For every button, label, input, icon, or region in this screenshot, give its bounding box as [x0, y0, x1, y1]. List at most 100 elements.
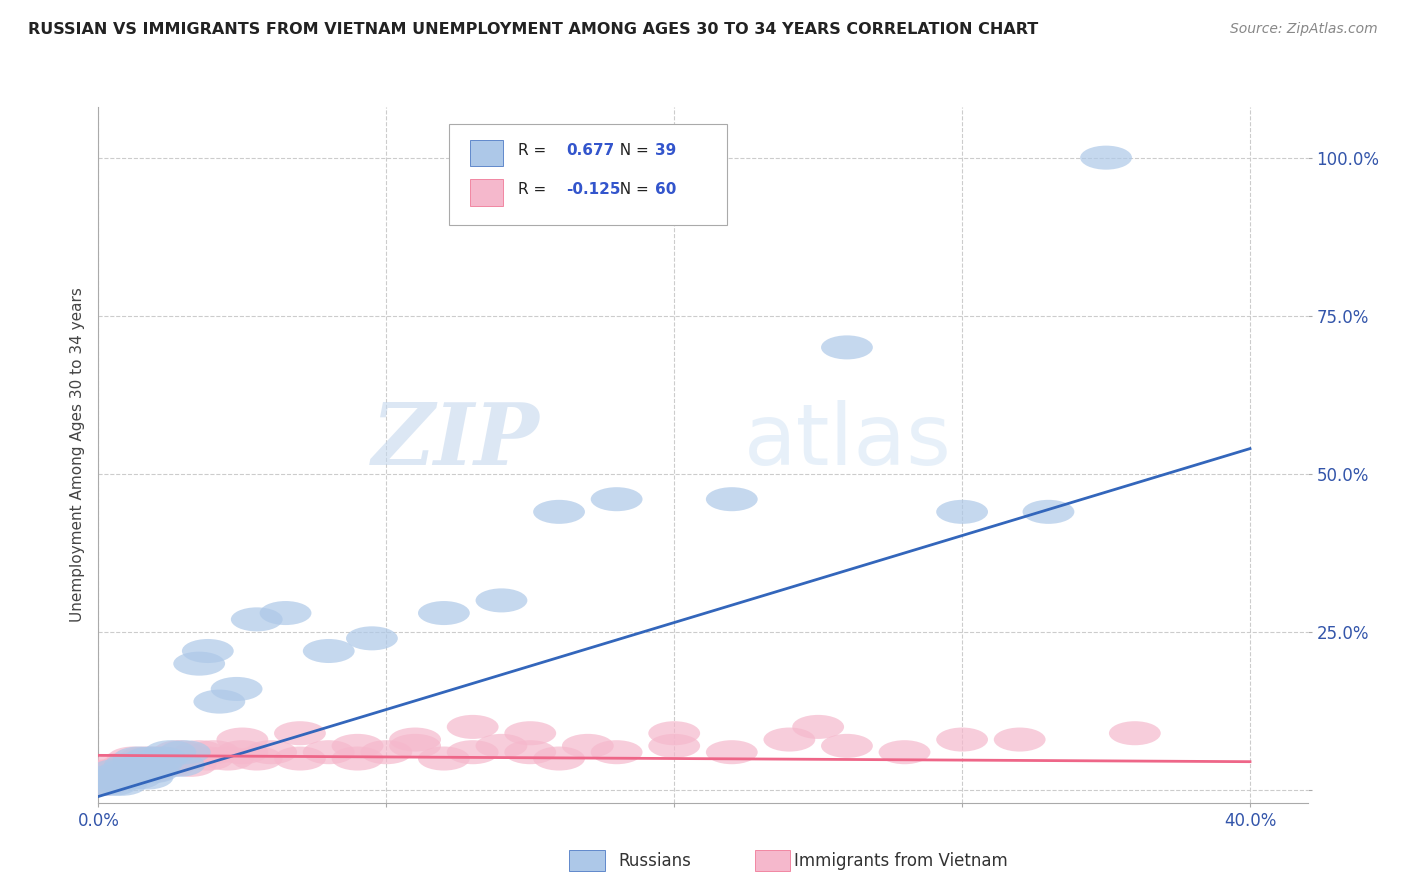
Text: N =: N =	[610, 182, 654, 196]
FancyBboxPatch shape	[470, 179, 503, 206]
Ellipse shape	[124, 759, 176, 783]
Ellipse shape	[648, 734, 700, 758]
Ellipse shape	[260, 601, 312, 625]
Text: N =: N =	[610, 143, 654, 158]
Ellipse shape	[145, 753, 197, 777]
Ellipse shape	[124, 747, 176, 771]
Ellipse shape	[231, 747, 283, 771]
Ellipse shape	[110, 765, 162, 789]
Ellipse shape	[93, 753, 145, 777]
Text: Source: ZipAtlas.com: Source: ZipAtlas.com	[1230, 22, 1378, 37]
Text: -0.125: -0.125	[567, 182, 621, 196]
Ellipse shape	[96, 759, 148, 783]
Ellipse shape	[87, 759, 139, 783]
Ellipse shape	[533, 747, 585, 771]
Ellipse shape	[936, 500, 988, 524]
Ellipse shape	[1080, 145, 1132, 169]
FancyBboxPatch shape	[449, 124, 727, 226]
Ellipse shape	[121, 765, 173, 789]
Ellipse shape	[173, 652, 225, 675]
Ellipse shape	[505, 740, 557, 764]
Ellipse shape	[217, 740, 269, 764]
Ellipse shape	[112, 747, 165, 771]
Ellipse shape	[131, 753, 181, 777]
Ellipse shape	[389, 734, 441, 758]
Ellipse shape	[591, 487, 643, 511]
Ellipse shape	[121, 753, 173, 777]
Ellipse shape	[346, 626, 398, 650]
Ellipse shape	[194, 690, 245, 714]
Ellipse shape	[153, 740, 205, 764]
Text: ZIP: ZIP	[373, 400, 540, 483]
Ellipse shape	[159, 747, 211, 771]
Ellipse shape	[90, 759, 142, 783]
Ellipse shape	[533, 500, 585, 524]
Ellipse shape	[936, 728, 988, 752]
Ellipse shape	[107, 747, 159, 771]
Ellipse shape	[115, 759, 167, 783]
Ellipse shape	[274, 747, 326, 771]
Ellipse shape	[173, 740, 225, 764]
Ellipse shape	[181, 747, 233, 771]
Ellipse shape	[447, 714, 499, 739]
Ellipse shape	[447, 740, 499, 764]
Ellipse shape	[706, 487, 758, 511]
Ellipse shape	[96, 772, 148, 796]
Ellipse shape	[648, 722, 700, 745]
Ellipse shape	[211, 677, 263, 701]
Ellipse shape	[302, 740, 354, 764]
Ellipse shape	[136, 747, 187, 771]
Ellipse shape	[98, 765, 150, 789]
Ellipse shape	[127, 747, 179, 771]
Text: R =: R =	[517, 143, 551, 158]
Ellipse shape	[1109, 722, 1161, 745]
Ellipse shape	[505, 722, 557, 745]
Ellipse shape	[562, 734, 614, 758]
Ellipse shape	[76, 772, 127, 796]
Ellipse shape	[127, 759, 179, 783]
Ellipse shape	[82, 759, 134, 783]
Ellipse shape	[217, 728, 269, 752]
Text: atlas: atlas	[744, 400, 952, 483]
Ellipse shape	[879, 740, 931, 764]
Ellipse shape	[994, 728, 1046, 752]
Ellipse shape	[115, 759, 167, 783]
Ellipse shape	[104, 759, 156, 783]
Y-axis label: Unemployment Among Ages 30 to 34 years: Unemployment Among Ages 30 to 34 years	[69, 287, 84, 623]
Text: 39: 39	[655, 143, 676, 158]
Ellipse shape	[475, 734, 527, 758]
Ellipse shape	[159, 740, 211, 764]
Text: R =: R =	[517, 182, 551, 196]
Ellipse shape	[332, 734, 384, 758]
Ellipse shape	[165, 753, 217, 777]
Ellipse shape	[93, 765, 145, 789]
Ellipse shape	[202, 747, 254, 771]
Ellipse shape	[181, 639, 233, 663]
Text: Russians: Russians	[619, 852, 692, 870]
Ellipse shape	[118, 747, 170, 771]
Ellipse shape	[87, 772, 139, 796]
Text: RUSSIAN VS IMMIGRANTS FROM VIETNAM UNEMPLOYMENT AMONG AGES 30 TO 34 YEARS CORREL: RUSSIAN VS IMMIGRANTS FROM VIETNAM UNEMP…	[28, 22, 1039, 37]
Text: 0.677: 0.677	[567, 143, 614, 158]
Ellipse shape	[131, 753, 181, 777]
Ellipse shape	[792, 714, 844, 739]
Ellipse shape	[591, 740, 643, 764]
Ellipse shape	[302, 639, 354, 663]
Ellipse shape	[101, 753, 153, 777]
Ellipse shape	[90, 765, 142, 789]
Ellipse shape	[706, 740, 758, 764]
Ellipse shape	[763, 728, 815, 752]
Ellipse shape	[76, 765, 127, 789]
Ellipse shape	[475, 589, 527, 613]
Ellipse shape	[104, 753, 156, 777]
Text: Immigrants from Vietnam: Immigrants from Vietnam	[794, 852, 1008, 870]
Ellipse shape	[245, 740, 297, 764]
Ellipse shape	[274, 722, 326, 745]
Ellipse shape	[136, 747, 187, 771]
Ellipse shape	[360, 740, 412, 764]
Ellipse shape	[418, 747, 470, 771]
Ellipse shape	[187, 740, 239, 764]
Ellipse shape	[418, 601, 470, 625]
Ellipse shape	[153, 753, 205, 777]
Ellipse shape	[1022, 500, 1074, 524]
